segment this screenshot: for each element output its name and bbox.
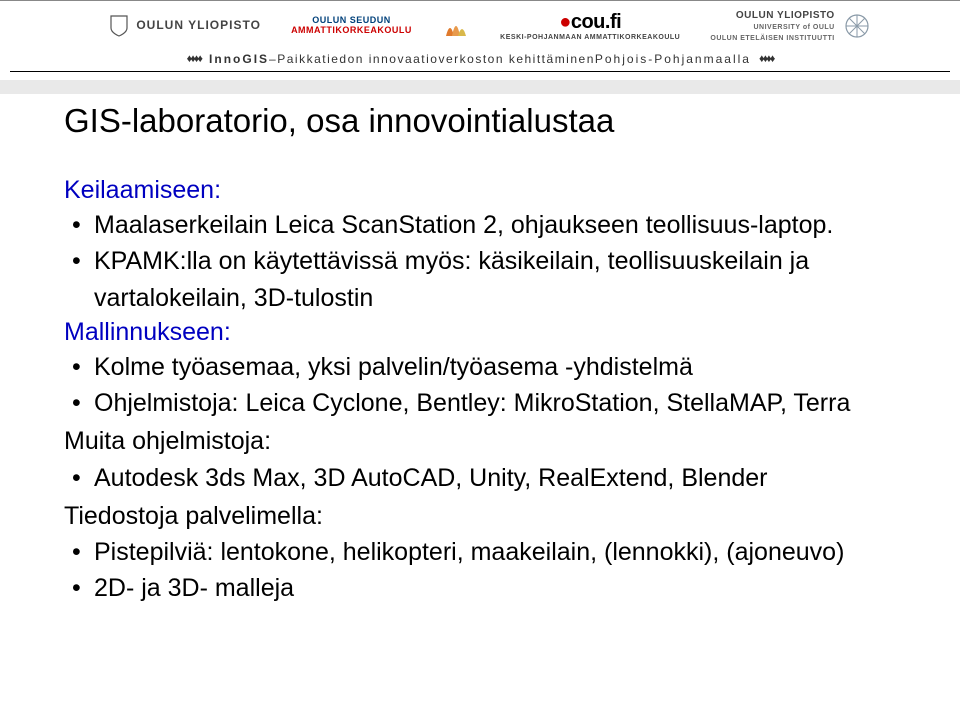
logo-oulun-yliopisto-right: OULUN YLIOPISTO UNIVERSITY of OULU OULUN…	[710, 10, 870, 43]
bullet-list: Kolme työasemaa, yksi palvelin/työasema …	[64, 349, 900, 422]
logo-cou-main: ●cou.fi	[559, 11, 621, 34]
list-item: Maalaserkeilain Leica ScanStation 2, ohj…	[64, 207, 900, 243]
logo-text: OULUN YLIOPISTO	[136, 18, 261, 32]
logo-oulu2-line1: OULUN YLIOPISTO	[736, 10, 835, 21]
logo-cou-sub: KESKI-POHJANMAAN AMMATTIKORKEAKOULU	[500, 34, 680, 41]
logo-oulun-yliopisto-left: OULUN YLIOPISTO	[110, 15, 261, 37]
section-label: Mallinnukseen:	[64, 318, 900, 347]
slide-title: GIS-laboratorio, osa innovointialustaa	[64, 102, 900, 140]
slide-content: GIS-laboratorio, osa innovointialustaa K…	[0, 64, 960, 607]
flame-icon	[442, 14, 470, 38]
bullet-list: Pistepilviä: lentokone, helikopteri, maa…	[64, 534, 900, 607]
section-label-plain: Tiedostoja palvelimella:	[64, 498, 900, 534]
shield-icon	[110, 15, 128, 37]
logo-oulu2-line3: OULUN ETELÄISEN INSTITUUTTI	[710, 35, 834, 42]
list-item: Ohjelmistoja: Leica Cyclone, Bentley: Mi…	[64, 385, 900, 421]
list-item: Kolme työasemaa, yksi palvelin/työasema …	[64, 349, 900, 385]
logo-flame	[442, 14, 470, 38]
logo-cou: ●cou.fi KESKI-POHJANMAAN AMMATTIKORKEAKO…	[500, 11, 680, 41]
slide-header: OULUN YLIOPISTO OULUN SEUDUN AMMATTIKORK…	[0, 0, 960, 64]
logo-osao: OULUN SEUDUN AMMATTIKORKEAKOULU	[291, 16, 412, 36]
bullet-list: Maalaserkeilain Leica ScanStation 2, ohj…	[64, 207, 900, 316]
logo-row: OULUN YLIOPISTO OULUN SEUDUN AMMATTIKORK…	[0, 1, 960, 45]
list-item: 2D- ja 3D- malleja	[64, 570, 900, 606]
section-label-plain: Muita ohjelmistoja:	[64, 423, 900, 459]
section-label: Keilaamiseen:	[64, 176, 900, 205]
list-item: Autodesk 3ds Max, 3D AutoCAD, Unity, Rea…	[64, 460, 900, 496]
bullet-list: Autodesk 3ds Max, 3D AutoCAD, Unity, Rea…	[64, 460, 900, 496]
list-item: Pistepilviä: lentokone, helikopteri, maa…	[64, 534, 900, 570]
logo-oulu2-line2: UNIVERSITY of OULU	[754, 24, 835, 31]
wheel-icon	[844, 13, 870, 39]
logo-osao-line2: AMMATTIKORKEAKOULU	[291, 26, 412, 36]
list-item: KPAMK:lla on käytettävissä myös: käsikei…	[64, 243, 900, 316]
